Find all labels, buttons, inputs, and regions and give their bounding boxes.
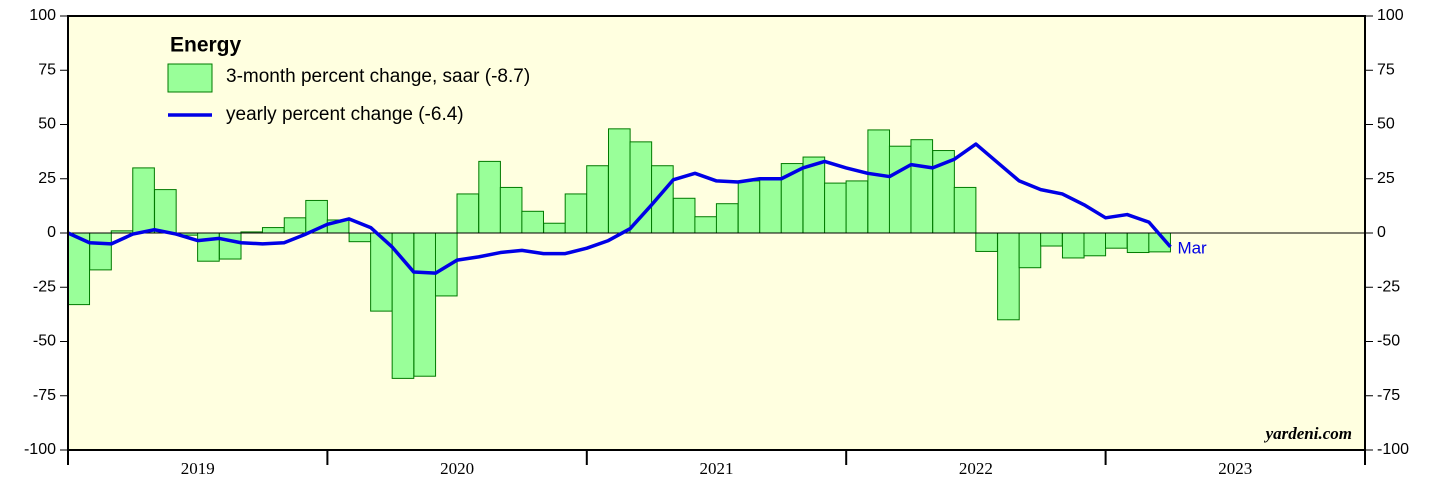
bar xyxy=(715,203,739,234)
bar xyxy=(89,232,112,271)
x-tick-label: 2022 xyxy=(959,459,993,478)
legend-title: Energy xyxy=(170,34,242,57)
y2-tick-label: 100 xyxy=(1377,7,1404,24)
y-tick-label: -50 xyxy=(33,333,56,350)
bar xyxy=(824,182,847,234)
y-tick-label: 25 xyxy=(38,170,56,187)
bar xyxy=(672,197,696,234)
bar xyxy=(564,193,588,234)
bar xyxy=(1040,232,1063,247)
bar xyxy=(261,227,285,234)
bar xyxy=(867,129,891,234)
y-tick-label: 50 xyxy=(38,116,56,133)
bar xyxy=(391,232,415,379)
bar xyxy=(694,216,718,234)
bar xyxy=(586,165,609,234)
y-tick-label: -25 xyxy=(33,278,56,295)
line xyxy=(67,142,1172,275)
bar xyxy=(521,210,544,234)
bar xyxy=(1126,232,1150,254)
x-tick-label: 2021 xyxy=(700,459,734,478)
bar xyxy=(154,189,177,234)
bar xyxy=(1083,232,1107,257)
bar xyxy=(499,186,523,234)
bar xyxy=(759,178,782,234)
bar xyxy=(218,232,242,260)
bar xyxy=(283,217,307,234)
bar xyxy=(132,167,155,234)
y2-tick-label: 0 xyxy=(1377,224,1386,241)
x-tick-label: 2020 xyxy=(440,459,474,478)
bar xyxy=(845,180,869,234)
plot-frame xyxy=(67,15,1366,451)
bar xyxy=(737,180,761,234)
y-tick-label: 0 xyxy=(47,224,56,241)
x-tick-label: 2019 xyxy=(181,459,215,478)
bar xyxy=(1105,232,1128,249)
y2-tick-label: 25 xyxy=(1377,170,1395,187)
bar xyxy=(543,222,566,234)
y2-tick-label: -50 xyxy=(1377,333,1400,350)
y-tick-label: 100 xyxy=(29,7,56,24)
bar xyxy=(413,232,437,377)
bar xyxy=(910,139,934,234)
bar xyxy=(975,232,998,252)
y-tick-label: -100 xyxy=(24,441,56,458)
bar xyxy=(997,232,1020,321)
legend-label: 3-month percent change, saar (-8.7) xyxy=(226,66,530,87)
bar xyxy=(888,145,912,234)
y2-tick-label: -75 xyxy=(1377,387,1400,404)
bar xyxy=(348,232,372,243)
x-tick-label: 2023 xyxy=(1218,459,1252,478)
bar xyxy=(434,232,458,297)
y2-tick-label: 75 xyxy=(1377,61,1395,78)
bar xyxy=(478,160,501,234)
y-tick-label: 75 xyxy=(38,61,56,78)
bar xyxy=(456,193,480,234)
bar xyxy=(953,186,977,234)
annotation: Mar xyxy=(1177,238,1207,257)
bar xyxy=(1061,232,1085,259)
legend-swatch xyxy=(167,63,213,93)
y2-tick-label: 50 xyxy=(1377,116,1395,133)
y-tick-label: -75 xyxy=(33,387,56,404)
legend-label: yearly percent change (-6.4) xyxy=(226,104,464,125)
bar xyxy=(67,232,91,306)
y2-tick-label: -25 xyxy=(1377,278,1400,295)
y2-tick-label: -100 xyxy=(1377,441,1409,458)
bar xyxy=(608,128,631,234)
source: yardeni.com xyxy=(1264,424,1352,443)
bar xyxy=(1018,232,1042,269)
